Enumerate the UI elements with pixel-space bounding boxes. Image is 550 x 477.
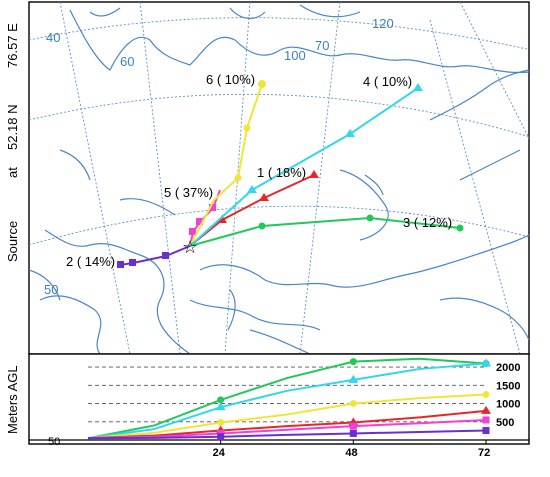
series-line-6 <box>87 393 487 440</box>
trajectory-label-5: 5 ( 37%) <box>164 185 213 200</box>
y-tick-label: 1500 <box>496 380 520 392</box>
height-plot: 500 1000 1500 2000 24 48 72 <box>29 357 529 459</box>
coastlines <box>29 4 529 354</box>
side-title-source: Source <box>5 221 20 262</box>
trajectory-label-2: 2 ( 14%) <box>66 254 115 269</box>
x-tick-label: 24 <box>213 447 226 459</box>
marker-circle <box>366 214 374 222</box>
point-marker-triangle <box>348 374 359 383</box>
map-panel: 40 60 120 100 70 50 <box>28 1 530 355</box>
side-title-lat: 52.18 N <box>5 104 20 150</box>
series-line-5 <box>87 418 487 440</box>
trajectory-label-3: 3 ( 12%) <box>403 215 452 230</box>
marker-square <box>189 228 196 235</box>
trajectory-3 <box>189 214 464 247</box>
point-marker-circle <box>217 419 225 427</box>
series-line-4 <box>87 362 487 440</box>
marker-square <box>209 204 216 211</box>
trajectory-5 <box>189 189 221 247</box>
trajectory-6 <box>189 80 266 247</box>
point-marker-circle <box>349 400 357 408</box>
series-line-3 <box>87 357 487 440</box>
height-frame <box>28 353 530 445</box>
trajectory-label-1: 1 ( 18%) <box>257 165 306 180</box>
trajectory-4 <box>189 83 423 247</box>
marker-circle <box>234 174 242 182</box>
marker-circle <box>243 124 251 132</box>
marker-triangle <box>413 83 423 91</box>
marker-triangle <box>259 193 269 201</box>
marker-triangle <box>345 129 355 137</box>
series-line-2 <box>87 429 487 440</box>
marker-square <box>129 259 136 266</box>
marker-triangle <box>217 215 227 223</box>
marker-square <box>162 252 169 259</box>
map-frame <box>28 1 530 355</box>
marker-circle <box>258 80 266 88</box>
y-tick-label: 2000 <box>496 362 520 374</box>
side-title: Source at 52.18 N 76.57 E <box>5 23 20 262</box>
graticule-label: 50 <box>44 282 58 297</box>
point-marker-square <box>217 433 225 441</box>
x-tick-label: 72 <box>478 447 490 459</box>
marker-circle <box>456 224 464 232</box>
marker-triangle <box>247 185 257 193</box>
x-tick-label: 48 <box>345 447 357 459</box>
y-baseline-label: 50 <box>48 436 60 448</box>
point-marker-triangle <box>481 405 491 414</box>
point-marker-circle <box>482 390 490 398</box>
side-title-lon: 76.57 E <box>5 23 20 68</box>
y-tick-label: 500 <box>496 417 514 429</box>
point-marker-square <box>349 422 357 430</box>
marker-square <box>196 218 203 225</box>
marker-circle <box>258 222 266 230</box>
point-marker-square <box>482 427 490 435</box>
graticule-label: 40 <box>46 30 60 45</box>
point-marker-triangle <box>481 358 491 367</box>
point-marker-circle <box>217 396 225 404</box>
series-line-1 <box>87 409 487 440</box>
point-marker-square <box>482 416 490 424</box>
y-axis-label: Meters AGL <box>5 365 20 434</box>
graticule-label: 100 <box>284 48 306 63</box>
y-tick-label: 1000 <box>496 399 520 411</box>
graticule-label: 120 <box>372 16 394 31</box>
point-marker-circle <box>349 358 357 366</box>
point-marker-square <box>349 429 357 437</box>
trajectory-1 <box>189 170 319 247</box>
trajectory-label-4: 4 ( 10%) <box>363 74 412 89</box>
trajectory-label-6: 6 ( 10%) <box>206 72 255 87</box>
height-panel: Meters AGL 50 500 1000 1500 2000 24 48 72 <box>5 353 530 459</box>
marker-square <box>117 261 124 268</box>
trajectory-2 <box>117 245 191 268</box>
marker-triangle <box>309 170 319 178</box>
point-marker-triangle <box>215 402 226 411</box>
source-star-icon: ☆ <box>182 237 198 258</box>
graticule-label: 60 <box>120 54 134 69</box>
side-title-at: at <box>5 167 20 178</box>
graticule-label: 70 <box>315 38 329 53</box>
